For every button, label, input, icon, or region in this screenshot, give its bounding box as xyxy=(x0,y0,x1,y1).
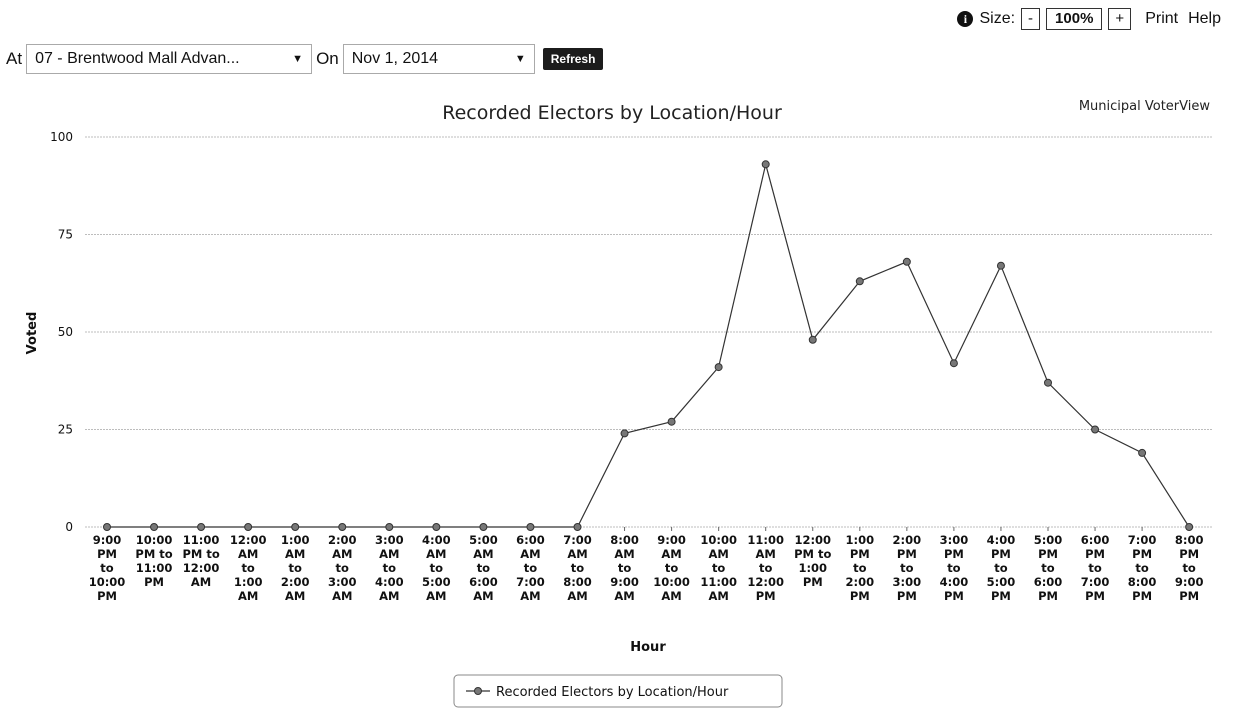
data-point[interactable] xyxy=(338,523,347,531)
at-label: At xyxy=(6,49,23,68)
x-tick-label: 6:00 PM to 7:00 PM xyxy=(1081,533,1110,603)
x-axis-label: Hour xyxy=(630,640,666,655)
x-tick-label: 8:00 AM to 9:00 AM xyxy=(610,533,639,603)
chart-title: Recorded Electors by Location/Hour xyxy=(442,102,782,124)
data-point[interactable] xyxy=(1138,448,1147,457)
data-point[interactable] xyxy=(291,523,300,531)
data-point[interactable] xyxy=(244,523,253,531)
legend-label: Recorded Electors by Location/Hour xyxy=(496,685,729,700)
x-tick-label: 3:00 PM to 4:00 PM xyxy=(940,533,969,603)
x-tick-label: 5:00 AM to 6:00 AM xyxy=(469,533,498,603)
chevron-down-icon: ▼ xyxy=(292,53,304,65)
data-point[interactable] xyxy=(620,429,629,438)
data-point[interactable] xyxy=(1091,425,1100,434)
y-tick-label: 100 xyxy=(50,130,73,144)
date-select[interactable]: Nov 1, 2014 ▼ xyxy=(342,44,535,74)
chart-credit: Municipal VoterView xyxy=(1079,99,1211,114)
print-link[interactable]: Print xyxy=(1145,10,1179,27)
x-tick-label: 4:00 PM to 5:00 PM xyxy=(987,533,1016,603)
zoom-in-button[interactable]: + xyxy=(1108,8,1132,30)
data-point[interactable] xyxy=(432,523,441,531)
location-value: 07 - Brentwood Mall Advan... xyxy=(35,50,240,67)
date-value: Nov 1, 2014 xyxy=(351,50,439,67)
data-point[interactable] xyxy=(150,523,159,531)
x-tick-label: 1:00 AM to 2:00 AM xyxy=(281,533,310,603)
legend[interactable]: Recorded Electors by Location/Hour xyxy=(453,674,783,708)
data-point[interactable] xyxy=(526,523,535,531)
zoom-out-button[interactable]: - xyxy=(1021,8,1041,30)
x-tick-label: 8:00 PM to 9:00 PM xyxy=(1175,533,1204,603)
data-point[interactable] xyxy=(949,359,958,368)
data-point[interactable] xyxy=(902,257,911,266)
legend-box xyxy=(453,674,783,708)
x-tick-label: 9:00 AM to 10:00 AM xyxy=(653,533,690,603)
x-tick-label: 10:00 AM to 11:00 AM xyxy=(700,533,737,603)
data-point[interactable] xyxy=(761,160,770,169)
data-point[interactable] xyxy=(855,277,864,286)
series-line xyxy=(107,164,1190,528)
data-point[interactable] xyxy=(573,523,582,531)
x-tick-label: 11:00 AM to 12:00 PM xyxy=(747,533,784,603)
y-tick-label: 50 xyxy=(58,325,73,339)
x-tick-label: 1:00 PM to 2:00 PM xyxy=(845,533,874,603)
y-tick-label: 0 xyxy=(65,520,73,534)
x-tick-label: 3:00 AM to 4:00 AM xyxy=(375,533,404,603)
x-tick-label: 12:00 AM to 1:00 AM xyxy=(230,533,267,603)
data-point[interactable] xyxy=(479,523,488,531)
x-tick-label: 5:00 PM to 6:00 PM xyxy=(1034,533,1063,603)
x-tick-label: 4:00 AM to 5:00 AM xyxy=(422,533,451,603)
x-tick-label: 2:00 AM to 3:00 AM xyxy=(328,533,357,603)
x-tick-label: 6:00 AM to 7:00 AM xyxy=(516,533,545,603)
x-tick-label: 10:00 PM to 11:00 PM xyxy=(135,533,172,589)
y-tick-label: 75 xyxy=(58,228,73,242)
refresh-button[interactable]: Refresh xyxy=(542,48,604,70)
x-tick-label: 12:00 PM to 1:00 PM xyxy=(794,533,831,589)
data-point[interactable] xyxy=(808,335,817,344)
x-tick-label: 11:00 PM to 12:00 AM xyxy=(182,533,219,589)
legend-marker-icon xyxy=(474,687,482,695)
x-tick-label: 7:00 PM to 8:00 PM xyxy=(1128,533,1157,603)
data-point[interactable] xyxy=(197,523,206,531)
data-point[interactable] xyxy=(996,261,1005,270)
data-point[interactable] xyxy=(667,417,676,426)
y-tick-label: 25 xyxy=(58,423,73,437)
data-point[interactable] xyxy=(1044,378,1052,387)
help-link[interactable]: Help xyxy=(1188,10,1221,27)
filter-row: At 07 - Brentwood Mall Advan... ▼ On Nov… xyxy=(6,44,604,74)
toolbar: i Size: - 100% + Print Help xyxy=(957,8,1221,30)
y-axis-label: Voted xyxy=(25,312,40,355)
data-point[interactable] xyxy=(385,523,394,531)
size-label: Size: xyxy=(979,10,1016,27)
data-point[interactable] xyxy=(714,363,723,372)
x-tick-label: 9:00 PM to 10:00 PM xyxy=(89,533,126,603)
info-icon[interactable]: i xyxy=(957,11,974,27)
data-point[interactable] xyxy=(1185,523,1194,531)
data-point[interactable] xyxy=(103,523,111,531)
location-select[interactable]: 07 - Brentwood Mall Advan... ▼ xyxy=(26,44,313,74)
chevron-down-icon: ▼ xyxy=(514,53,526,65)
x-tick-label: 2:00 PM to 3:00 PM xyxy=(893,533,922,603)
on-label: On xyxy=(316,49,339,68)
zoom-level: 100% xyxy=(1046,8,1103,30)
x-tick-label: 7:00 AM to 8:00 AM xyxy=(563,533,592,603)
